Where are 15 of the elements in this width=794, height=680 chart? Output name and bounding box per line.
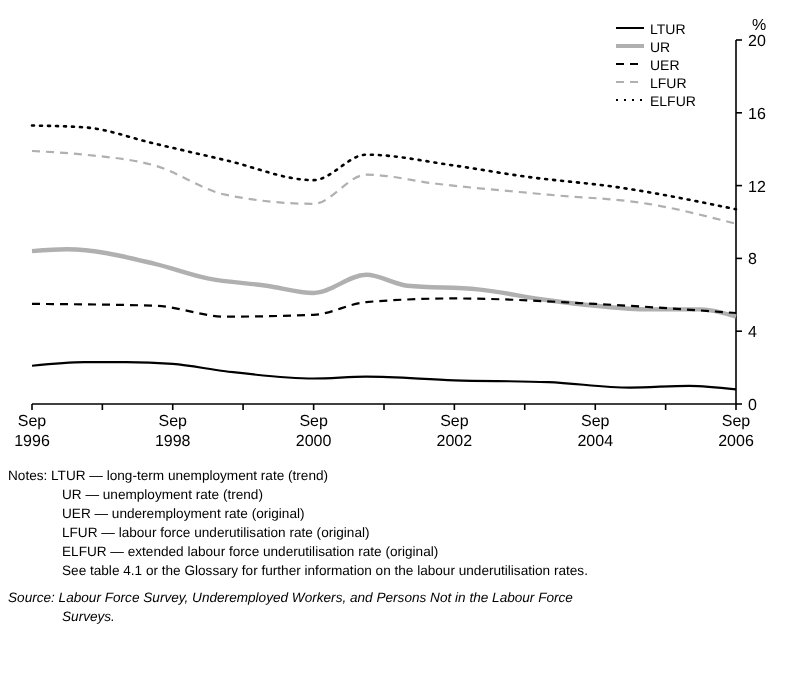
y-tick-label: 8 <box>748 250 758 269</box>
x-tick-label: Sep 1996 <box>14 412 51 450</box>
line-series <box>30 149 738 225</box>
y-tick-label: 20 <box>748 32 767 50</box>
y-tick-label: 4 <box>748 323 758 342</box>
line-series <box>29 247 739 319</box>
x-tick-label: Sep 2006 <box>718 412 755 450</box>
y-axis-title: % <box>752 16 767 34</box>
x-tick-label: Sep 2000 <box>295 412 333 450</box>
y-tick-label: 16 <box>748 104 767 123</box>
x-tick-label: Sep 2002 <box>436 412 474 450</box>
y-tick-label: 0 <box>748 396 758 414</box>
x-tick-label: Sep 1998 <box>154 412 192 450</box>
y-tick-label: 12 <box>748 177 767 196</box>
x-tick-label: Sep 2004 <box>577 412 615 450</box>
